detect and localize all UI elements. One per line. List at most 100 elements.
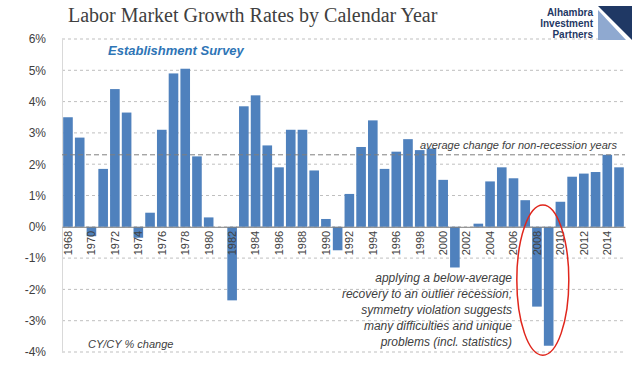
y-tick-label: 5% [29, 64, 47, 78]
x-tick: 1972 [109, 231, 121, 255]
bar [509, 178, 519, 227]
bar [391, 152, 401, 227]
y-axis: -4%-3%-2%-1%0%1%2%3%4%5%6% [25, 32, 63, 359]
x-tick-label: 2006 [507, 231, 519, 255]
logo-line: Partners [552, 29, 593, 40]
x-tick-label: 1972 [109, 231, 121, 255]
x-tick-label: 2002 [460, 231, 472, 255]
y-tick-label: -4% [25, 345, 47, 359]
grid-line [62, 39, 625, 40]
bar [356, 147, 366, 227]
bar [262, 145, 272, 226]
bar [122, 113, 132, 227]
x-tick-label: 1968 [62, 231, 74, 255]
x-tick-label: 1978 [179, 231, 191, 255]
x-tick-label: 1974 [132, 231, 144, 255]
bar [63, 117, 73, 227]
x-tick-label: 2012 [578, 231, 590, 255]
x-tick-label: 2008 [531, 231, 543, 255]
bar [415, 150, 425, 227]
bar [286, 130, 296, 227]
x-tick: 2002 [460, 231, 472, 255]
bar [75, 138, 85, 227]
x-tick-label: 1988 [296, 231, 308, 255]
y-tick: 6% [29, 32, 62, 46]
subtitle: Establishment Survey [108, 43, 245, 58]
logo-line: Investment [540, 18, 593, 29]
x-tick-label: 1990 [320, 231, 332, 255]
x-tick: 1978 [179, 231, 191, 255]
bar [251, 95, 261, 226]
y-tick-label: 2% [29, 158, 47, 172]
annotation: applying a below-averagerecovery to an o… [342, 271, 512, 349]
x-tick-label: 2010 [554, 231, 566, 255]
bar [474, 224, 484, 227]
grid-line [62, 352, 625, 353]
logo-icon [598, 6, 632, 40]
bar [368, 120, 378, 226]
highlight-ellipse [517, 205, 569, 355]
x-tick: 2004 [484, 231, 496, 255]
x-tick: 2012 [578, 231, 590, 255]
bar [485, 181, 495, 226]
x-tick-label: 1994 [367, 231, 379, 255]
x-tick-label: 1996 [390, 231, 402, 255]
y-tick-label: 1% [29, 189, 47, 203]
y-tick: 2% [29, 158, 62, 172]
bar [497, 167, 507, 226]
grid-line [62, 164, 625, 165]
logo-line: Alhambra [547, 7, 594, 18]
bar [567, 177, 577, 227]
bar [380, 169, 390, 227]
x-tick-label: 1982 [226, 231, 238, 255]
bar [98, 169, 108, 227]
x-tick: 1982 [226, 231, 238, 255]
x-tick: 2008 [531, 231, 543, 255]
y-tick-label: 3% [29, 126, 47, 140]
reference-label: average change for non-recession years [420, 139, 617, 151]
x-tick-label: 1970 [85, 231, 97, 255]
y-tick: -3% [25, 314, 62, 328]
logo: AlhambraInvestmentPartners [540, 6, 632, 40]
y-tick-label: 4% [29, 95, 47, 109]
bar [321, 219, 331, 227]
grid-line [62, 132, 625, 133]
grid-line [62, 320, 625, 321]
x-tick: 2000 [437, 231, 449, 255]
x-tick: 1974 [132, 231, 144, 255]
bar [438, 180, 448, 227]
x-tick: 1970 [85, 231, 97, 255]
bars [63, 69, 624, 346]
y-label: CY/CY % change [88, 338, 173, 350]
y-tick-label: -3% [25, 314, 47, 328]
bar [614, 167, 624, 226]
x-tick: 1988 [296, 231, 308, 255]
y-tick: 3% [29, 126, 62, 140]
x-axis-line [63, 227, 626, 228]
y-tick: -1% [25, 251, 62, 265]
grid [62, 39, 625, 352]
x-tick: 1998 [414, 231, 426, 255]
bar [274, 167, 284, 226]
grid-line [62, 195, 625, 196]
logo-icon [598, 10, 626, 40]
x-tick: 1990 [320, 231, 332, 255]
x-tick: 2014 [601, 231, 613, 255]
x-tick: 1968 [62, 231, 74, 255]
x-tick: 2010 [554, 231, 566, 255]
bar [450, 227, 460, 268]
x-tick-label: 1984 [249, 231, 261, 255]
y-tick: 1% [29, 189, 62, 203]
x-tick-label: 2004 [484, 231, 496, 255]
bar [345, 194, 355, 227]
x-tick-label: 1976 [156, 231, 168, 255]
y-tick: 5% [29, 64, 62, 78]
x-tick: 1994 [367, 231, 379, 255]
x-tick: 1984 [249, 231, 261, 255]
bar [157, 130, 167, 227]
x-tick-label: 1992 [343, 231, 355, 255]
y-tick: -4% [25, 345, 62, 359]
grid-line [62, 70, 625, 71]
x-tick-label: 1986 [273, 231, 285, 255]
annotation-line: recovery to an outlier recession; [342, 287, 512, 301]
